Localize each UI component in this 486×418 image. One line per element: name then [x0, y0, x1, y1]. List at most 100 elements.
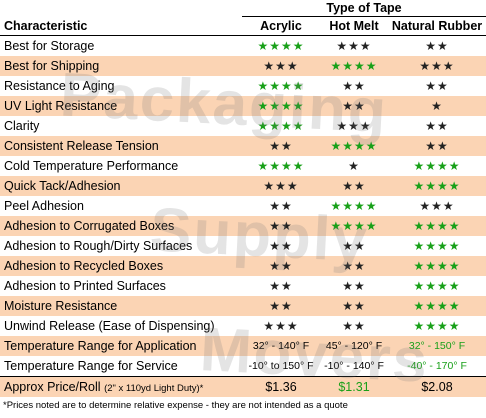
table-row: Peel Adhesion ★★ ★★★★ ★★★	[0, 196, 486, 216]
acrylic-rating: ★★★★	[242, 96, 320, 116]
natural-temp-application: 32° - 150° F	[388, 336, 486, 356]
temp-service-label: Temperature Range for Service	[4, 359, 178, 373]
table-row: Adhesion to Recycled Boxes ★★ ★★ ★★★★	[0, 256, 486, 276]
characteristic-label: Adhesion to Rough/Dirty Surfaces	[4, 239, 193, 253]
acrylic-price: $1.36	[242, 376, 320, 397]
table-row: Best for Storage ★★★★ ★★★ ★★	[0, 36, 486, 57]
acrylic-rating: ★★★	[242, 176, 320, 196]
hotmelt-price: $1.31	[320, 376, 388, 397]
natural-rating: ★★	[425, 119, 449, 133]
hotmelt-rating: ★★★	[336, 119, 372, 133]
type-of-tape-title: Type of Tape	[242, 0, 486, 17]
characteristic-label: Consistent Release Tension	[0, 136, 242, 156]
hotmelt-rating: ★★★	[336, 39, 372, 53]
tape-comparison-table: Type of Tape Characteristic Acrylic Hot …	[0, 0, 486, 397]
natural-rating: ★★★★	[388, 256, 486, 276]
natural-rating: ★★★★	[413, 239, 461, 253]
hotmelt-rating: ★★★★	[320, 136, 388, 156]
characteristic-label: Quick Tack/Adhesion	[0, 176, 242, 196]
natural-rating: ★★★★	[413, 279, 461, 293]
characteristic-header: Characteristic	[0, 16, 242, 36]
acrylic-rating: ★★	[269, 239, 293, 253]
table-row: Unwind Release (Ease of Dispensing) ★★★ ★★…	[0, 316, 486, 336]
hotmelt-rating: ★★	[342, 79, 366, 93]
price-row: Approx Price/Roll (2" x 110yd Light Duty…	[0, 376, 486, 397]
natural-rating: ★★★★	[388, 296, 486, 316]
table-row: Clarity ★★★★ ★★★ ★★	[0, 116, 486, 136]
hotmelt-rating: ★★	[342, 319, 366, 333]
natural-rating: ★★★★	[413, 319, 461, 333]
natural-rating: ★★★★	[388, 176, 486, 196]
natural-rating: ★	[388, 96, 486, 116]
characteristic-label: Adhesion to Printed Surfaces	[4, 279, 166, 293]
natural-rating: ★★★	[388, 56, 486, 76]
temp-application-row: Temperature Range for Application 32° - 1…	[0, 336, 486, 356]
characteristic-label: Best for Storage	[4, 39, 95, 53]
natural-rating: ★★★★	[388, 216, 486, 236]
table-row: Cold Temperature Performance ★★★★ ★ ★★★★	[0, 156, 486, 176]
characteristic-label: Cold Temperature Performance	[4, 159, 179, 173]
acrylic-temp-service: -10° to 150° F	[248, 360, 314, 372]
price-label: Approx Price/Roll	[4, 380, 101, 394]
acrylic-header: Acrylic	[242, 16, 320, 36]
hotmelt-rating: ★★	[320, 256, 388, 276]
hotmelt-rating: ★★	[320, 176, 388, 196]
hotmelt-temp-application: 45° - 120° F	[320, 336, 388, 356]
temp-application-label: Temperature Range for Application	[0, 336, 242, 356]
natural-rating: ★★★★	[413, 159, 461, 173]
hotmelt-temp-service: -10° - 140° F	[324, 360, 384, 372]
table-row: Adhesion to Rough/Dirty Surfaces ★★ ★★ ★★★★	[0, 236, 486, 256]
acrylic-rating: ★★★★	[257, 39, 305, 53]
hotmelt-header: Hot Melt	[320, 16, 388, 36]
acrylic-rating: ★★★★	[257, 79, 305, 93]
characteristic-label: Peel Adhesion	[4, 199, 84, 213]
acrylic-rating: ★★★★	[257, 119, 305, 133]
characteristic-label: Clarity	[4, 119, 40, 133]
price-label-detail: (2" x 110yd Light Duty)*	[104, 383, 204, 394]
hotmelt-rating: ★★	[320, 96, 388, 116]
acrylic-temp-application: 32° - 140° F	[242, 336, 320, 356]
table-row: Moisture Resistance ★★ ★★ ★★★★	[0, 296, 486, 316]
hotmelt-rating: ★★	[342, 239, 366, 253]
hotmelt-rating: ★	[348, 159, 360, 173]
natural-rating: ★★★	[419, 199, 455, 213]
table-row: Adhesion to Corrugated Boxes ★★ ★★★★ ★★★★	[0, 216, 486, 236]
temp-service-row: Temperature Range for Service -10° to 150…	[0, 356, 486, 377]
hotmelt-rating: ★★★★	[320, 56, 388, 76]
price-footnote: *Prices noted are to determine relative …	[3, 400, 348, 411]
table-row: UV Light Resistance ★★★★ ★★ ★	[0, 96, 486, 116]
header-row: Characteristic Acrylic Hot Melt Natural …	[0, 16, 486, 36]
natural-price: $2.08	[388, 376, 486, 397]
characteristic-label: Resistance to Aging	[4, 79, 115, 93]
acrylic-rating: ★★	[269, 279, 293, 293]
table-row: Resistance to Aging ★★★★ ★★ ★★	[0, 76, 486, 96]
table-row: Adhesion to Printed Surfaces ★★ ★★ ★★★★	[0, 276, 486, 296]
acrylic-rating: ★★	[242, 136, 320, 156]
table-row: Quick Tack/Adhesion ★★★ ★★ ★★★★	[0, 176, 486, 196]
price-label-cell: Approx Price/Roll (2" x 110yd Light Duty…	[0, 376, 242, 397]
acrylic-rating: ★★★	[242, 56, 320, 76]
characteristic-label: Moisture Resistance	[0, 296, 242, 316]
characteristic-label: Adhesion to Recycled Boxes	[0, 256, 242, 276]
natural-rubber-header: Natural Rubber	[388, 16, 486, 36]
acrylic-rating: ★★	[269, 199, 293, 213]
characteristic-label: UV Light Resistance	[0, 96, 242, 116]
acrylic-rating: ★★	[242, 296, 320, 316]
header-row-group: Type of Tape	[0, 0, 486, 17]
table-row: Consistent Release Tension ★★ ★★★★ ★★	[0, 136, 486, 156]
acrylic-rating: ★★	[242, 256, 320, 276]
acrylic-rating: ★★★	[263, 319, 299, 333]
hotmelt-rating: ★★★★	[330, 199, 378, 213]
characteristic-label: Best for Shipping	[0, 56, 242, 76]
characteristic-label: Unwind Release (Ease of Dispensing)	[4, 319, 215, 333]
table-row: Best for Shipping ★★★ ★★★★ ★★★	[0, 56, 486, 76]
characteristic-label: Adhesion to Corrugated Boxes	[0, 216, 242, 236]
natural-temp-service: -40° - 170° F	[407, 360, 467, 372]
hotmelt-rating: ★★	[342, 279, 366, 293]
acrylic-rating: ★★★★	[257, 159, 305, 173]
hotmelt-rating: ★★★★	[320, 216, 388, 236]
natural-rating: ★★	[425, 39, 449, 53]
hotmelt-rating: ★★	[320, 296, 388, 316]
natural-rating: ★★	[425, 79, 449, 93]
acrylic-rating: ★★	[242, 216, 320, 236]
